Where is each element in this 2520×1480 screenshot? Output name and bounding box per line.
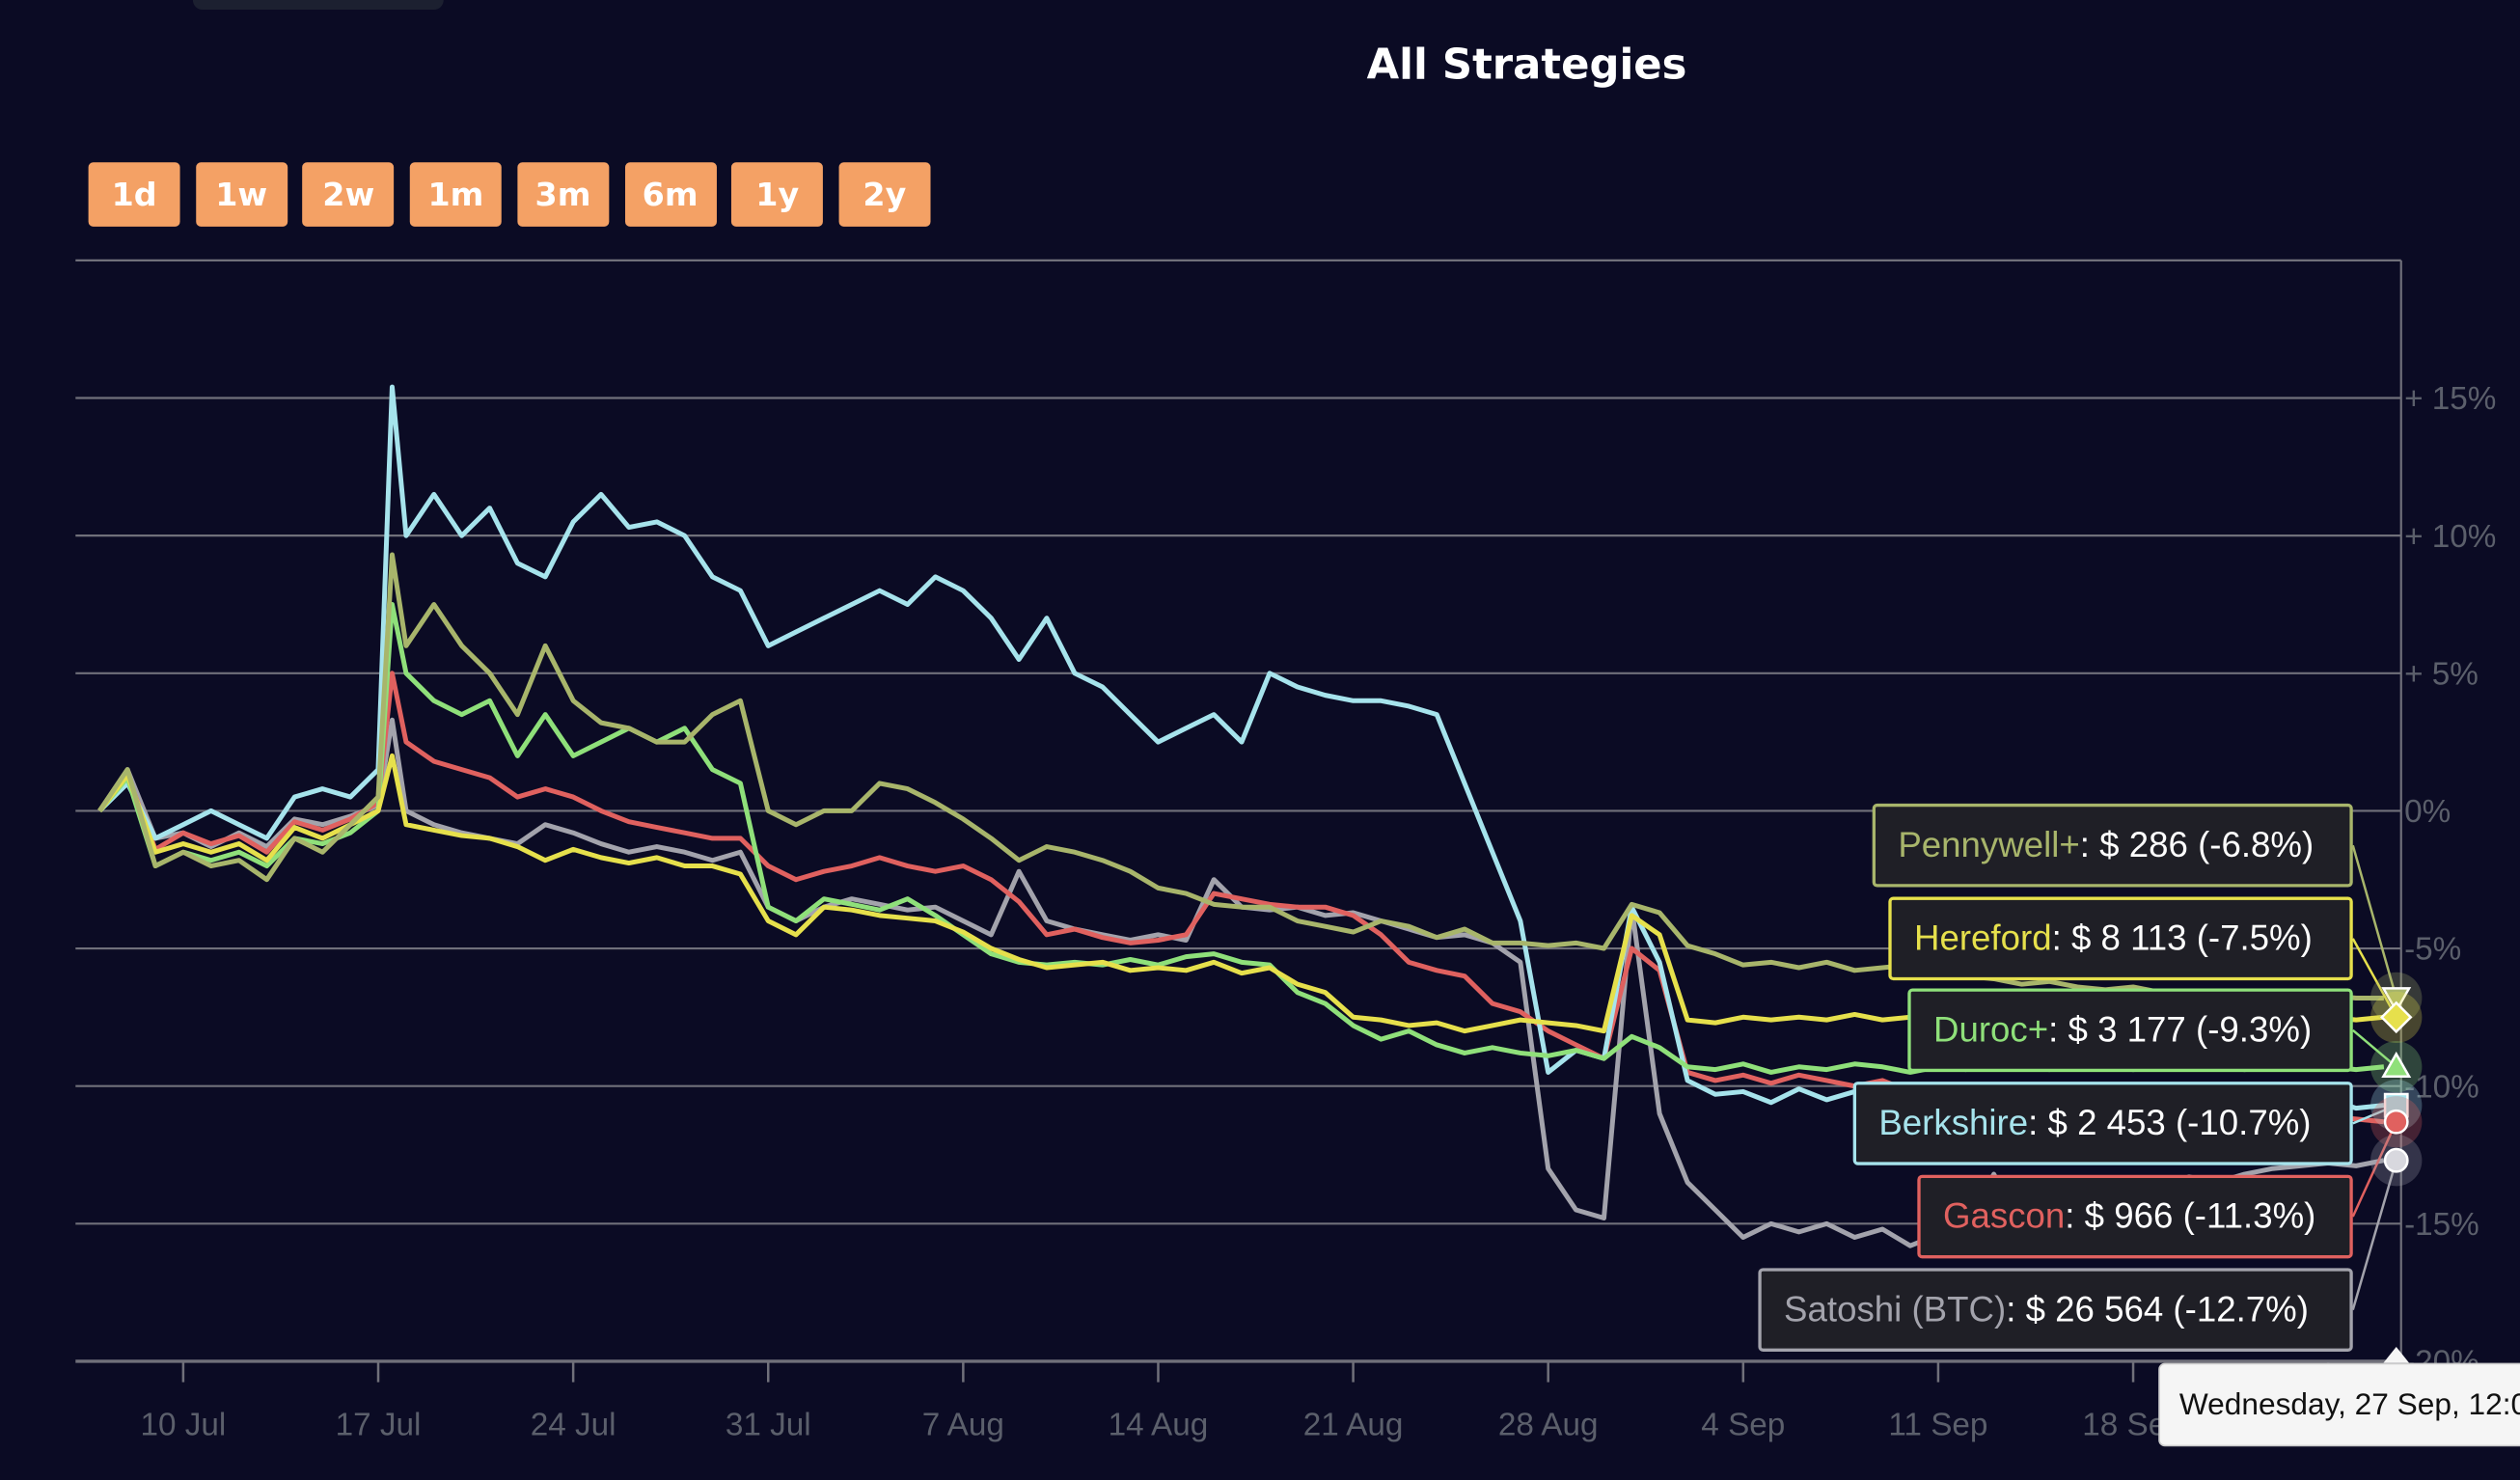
x-tick-label: 14 Aug xyxy=(1109,1408,1209,1443)
marker-duroc xyxy=(2381,1051,2412,1078)
chart-title: All Strategies xyxy=(1366,41,1687,91)
marker-layer xyxy=(2370,972,2423,1363)
tooltip-connector-hereford xyxy=(2351,938,2397,1018)
range-button-2w[interactable]: 2w xyxy=(302,162,395,227)
date-tooltip: Wednesday, 27 Sep, 12:00 xyxy=(2158,1362,2520,1447)
range-button-1w[interactable]: 1w xyxy=(195,162,288,227)
y-tick-label: + 15% xyxy=(2404,381,2496,417)
tooltip-series-name: Duroc+ xyxy=(1932,1009,2049,1050)
tooltip-value: $ 966 (-11.3%) xyxy=(2084,1195,2316,1237)
tooltip-separator: : xyxy=(2048,1009,2068,1050)
x-tick-label: 21 Aug xyxy=(1303,1408,1404,1443)
top-toolbar-stub xyxy=(192,0,444,10)
tooltip-separator: : xyxy=(2028,1102,2048,1143)
tooltip-connector-gascon xyxy=(2351,1121,2397,1218)
marker-hereford xyxy=(2379,1000,2413,1034)
marker-gascon xyxy=(2383,1109,2409,1135)
tooltip-series-name: Berkshire xyxy=(1878,1102,2029,1143)
x-tick-label: 11 Sep xyxy=(1888,1408,1987,1443)
tooltip-connector-layer xyxy=(2351,844,2397,1310)
tooltip-connector-satoshi-btc xyxy=(2351,1160,2397,1310)
tooltip-gascon: Gascon: $ 966 (-11.3%) xyxy=(1917,1174,2353,1259)
tooltip-value: $ 2 453 (-10.7%) xyxy=(2047,1102,2312,1143)
tooltip-separator: : xyxy=(2051,918,2071,958)
tooltip-pennywell: Pennywell+: $ 286 (-6.8%) xyxy=(1872,803,2353,888)
range-button-2y[interactable]: 2y xyxy=(838,162,931,227)
tooltip-separator: : xyxy=(2065,1195,2085,1237)
y-tick-label: 0% xyxy=(2404,794,2451,830)
tooltip-value: $ 286 (-6.8%) xyxy=(2099,824,2315,865)
x-tick-label: 10 Jul xyxy=(140,1408,226,1443)
tooltip-series-name: Hereford xyxy=(1913,918,2052,958)
tooltip-duroc: Duroc+: $ 3 177 (-9.3%) xyxy=(1907,988,2353,1073)
tooltip-value: $ 3 177 (-9.3%) xyxy=(2068,1009,2313,1050)
marker-pennywell xyxy=(2381,987,2412,1014)
tooltip-value: $ 26 564 (-12.7%) xyxy=(2025,1288,2309,1329)
x-tick-label: 4 Sep xyxy=(1701,1408,1785,1443)
range-button-1m[interactable]: 1m xyxy=(409,162,502,227)
tooltip-satoshi-btc: Satoshi (BTC): $ 26 564 (-12.7%) xyxy=(1758,1268,2353,1352)
tooltip-berkshire: Berkshire: $ 2 453 (-10.7%) xyxy=(1852,1082,2353,1165)
tooltip-series-name: Satoshi (BTC) xyxy=(1784,1288,2007,1329)
tooltip-series-name: Gascon xyxy=(1942,1195,2066,1237)
range-button-1y[interactable]: 1y xyxy=(731,162,824,227)
range-button-3m[interactable]: 3m xyxy=(517,162,610,227)
marker-satoshi-btc xyxy=(2383,1147,2409,1173)
x-tick-label: 17 Jul xyxy=(336,1408,422,1443)
y-tick-label: -10% xyxy=(2404,1069,2479,1105)
x-tick-label: 28 Aug xyxy=(1498,1408,1599,1443)
x-tick-label: 7 Aug xyxy=(922,1408,1004,1443)
tooltip-series-name: Pennywell+ xyxy=(1898,824,2080,865)
tooltip-separator: : xyxy=(2079,824,2100,865)
x-tick-label: 24 Jul xyxy=(531,1408,616,1443)
tooltip-separator: : xyxy=(2006,1288,2026,1329)
date-tooltip-pointer xyxy=(2383,1346,2410,1363)
tooltip-value: $ 8 113 (-7.5%) xyxy=(2070,918,2313,958)
y-tick-label: -15% xyxy=(2404,1207,2479,1243)
tooltip-connector-pennywell xyxy=(2351,844,2397,999)
range-button-1d[interactable]: 1d xyxy=(88,162,180,227)
x-tick-label: 31 Jul xyxy=(726,1408,811,1443)
range-button-6m[interactable]: 6m xyxy=(624,162,717,227)
tooltip-connector-duroc xyxy=(2351,1028,2397,1068)
tooltip-hereford: Hereford: $ 8 113 (-7.5%) xyxy=(1888,896,2353,981)
y-tick-label: -5% xyxy=(2404,932,2461,968)
y-tick-label: + 10% xyxy=(2404,519,2496,555)
y-tick-label: + 5% xyxy=(2404,656,2479,692)
